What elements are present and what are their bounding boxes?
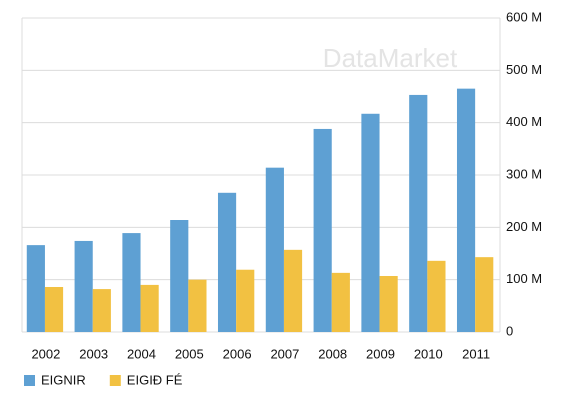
bar	[456, 88, 476, 333]
bar	[331, 272, 350, 332]
y-tick-label: 300 M	[506, 166, 542, 181]
legend-label: EIGIÐ FÉ	[127, 372, 183, 387]
bar	[188, 279, 207, 332]
bar	[361, 113, 380, 333]
y-tick-label: 100 M	[506, 271, 542, 286]
legend-label: EIGNIR	[41, 372, 86, 387]
watermark: DataMarket	[323, 43, 458, 73]
bar	[140, 284, 159, 332]
x-tick-label: 2008	[318, 346, 347, 361]
bar	[122, 233, 141, 332]
legend-swatch	[109, 375, 121, 386]
x-tick-label: 2006	[223, 346, 252, 361]
y-tick-label: 0	[506, 323, 513, 338]
x-tick-label: 2004	[127, 346, 156, 361]
bar	[170, 220, 189, 332]
x-tick-label: 2007	[270, 346, 299, 361]
bar	[44, 286, 64, 332]
bar	[475, 257, 494, 332]
legend-swatch	[24, 375, 35, 386]
y-tick-label: 600 M	[506, 9, 542, 24]
x-tick-label: 2005	[175, 346, 204, 361]
bar	[265, 167, 284, 332]
bar	[92, 289, 111, 332]
bar	[26, 245, 45, 332]
y-tick-label: 200 M	[506, 219, 542, 234]
bar	[217, 192, 237, 332]
bar	[236, 269, 255, 332]
y-tick-label: 500 M	[506, 62, 542, 77]
bar	[379, 276, 398, 332]
y-tick-label: 400 M	[506, 114, 542, 129]
bar	[427, 260, 446, 332]
bar	[409, 94, 428, 333]
bar	[74, 240, 93, 332]
bar	[313, 128, 332, 332]
x-tick-label: 2002	[31, 346, 60, 361]
bar	[283, 249, 303, 332]
x-tick-label: 2003	[79, 346, 108, 361]
x-tick-label: 2011	[462, 346, 490, 361]
x-tick-label: 2010	[414, 346, 443, 361]
x-tick-label: 2009	[366, 346, 395, 361]
